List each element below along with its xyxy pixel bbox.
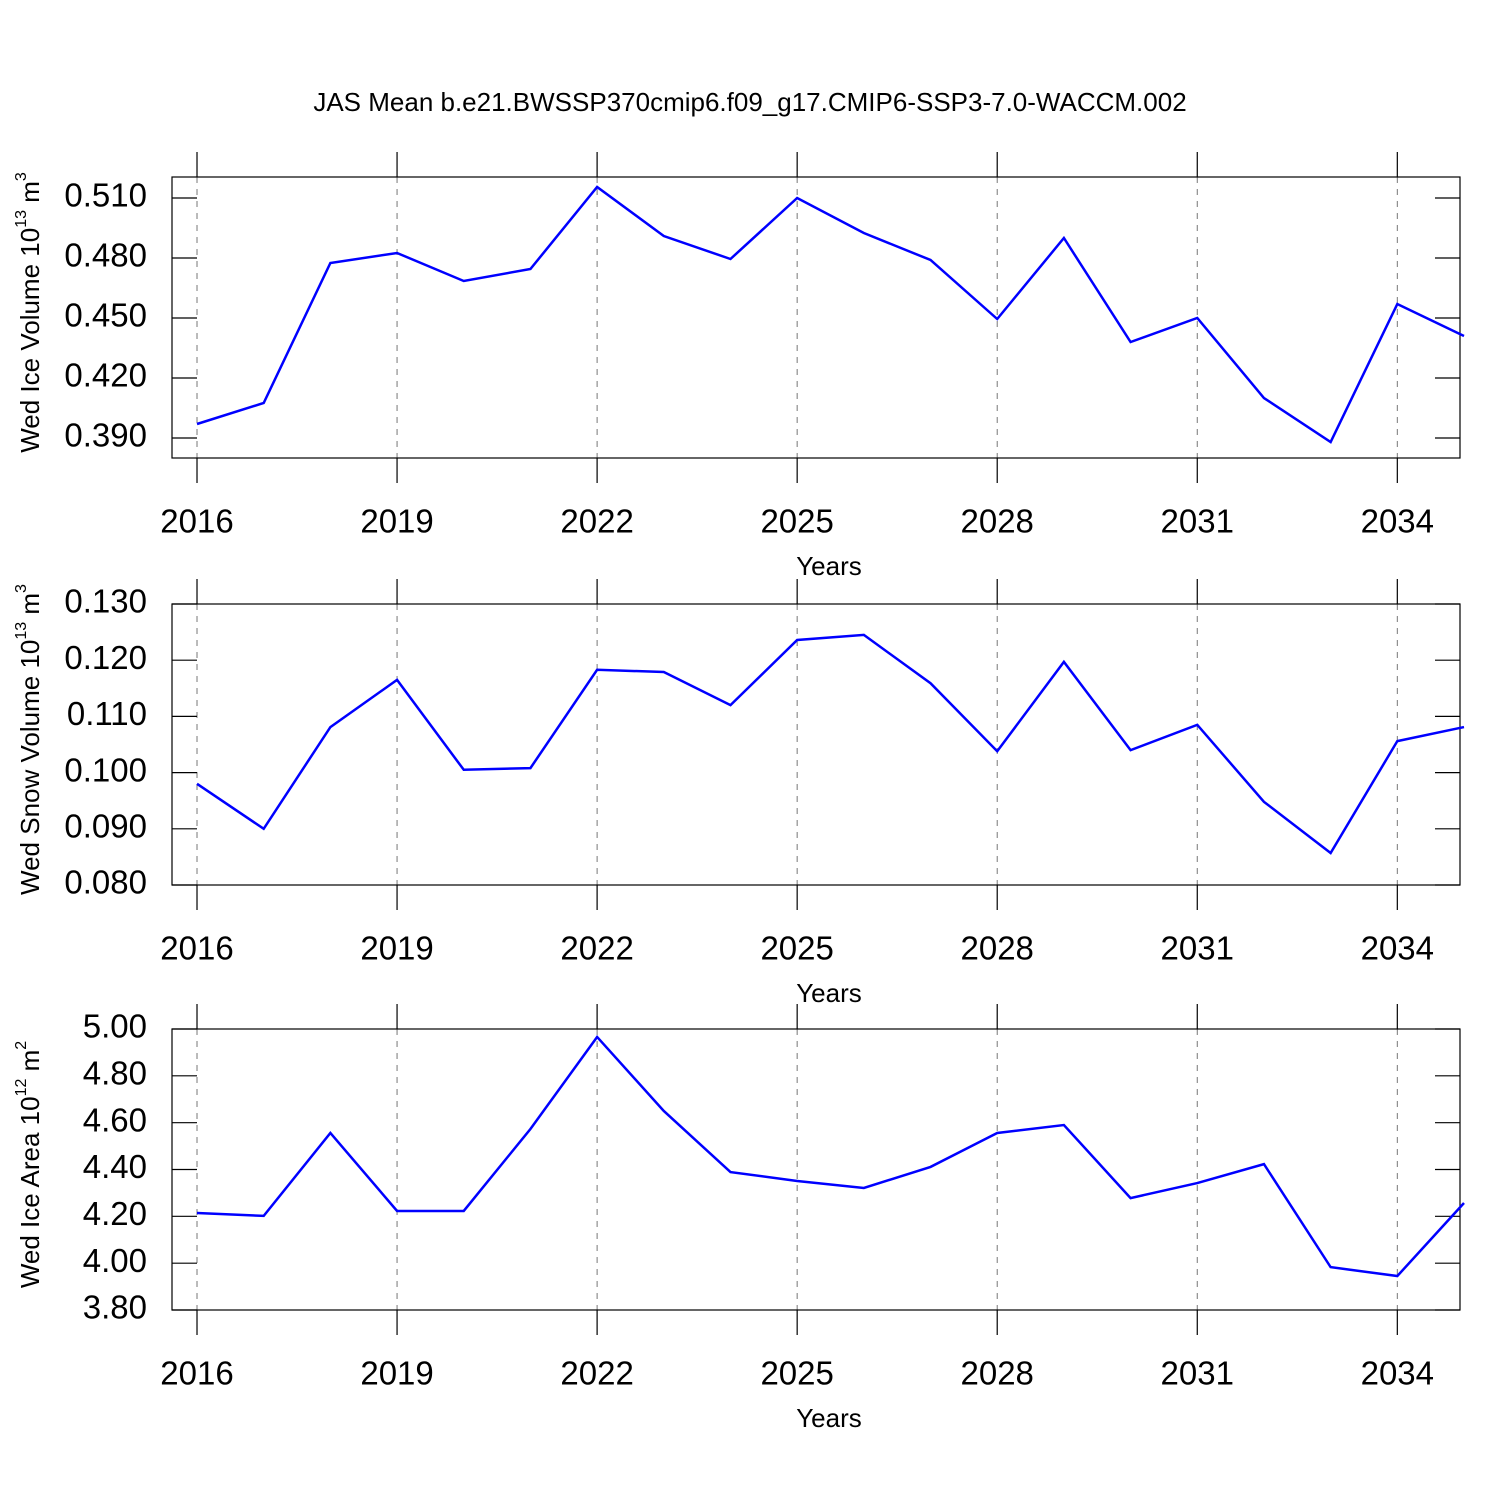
y-axis-label-superscript: 3 [13,584,30,593]
x-tick-label: 2034 [1361,503,1434,540]
y-tick-label: 4.20 [83,1195,147,1232]
y-axis-label-part: m [15,181,45,210]
y-axis-label-superscript: 12 [13,1079,30,1097]
x-tick-label: 2022 [560,930,633,967]
x-axis-label: Years [796,978,862,1008]
x-tick-label: 2034 [1361,1355,1434,1392]
data-line [196,1034,1465,1278]
y-axis-label-superscript: 2 [13,1041,30,1050]
y-axis-label-part: Wed Ice Area 10 [15,1096,45,1288]
plot-frame [171,1028,1461,1311]
y-tick-label: 0.090 [64,808,147,845]
x-tick-label: 2025 [760,503,833,540]
x-tick-label: 2031 [1161,503,1234,540]
x-tick-label: 2031 [1161,1355,1234,1392]
y-axis-label-part: Wed Snow Volume 10 [15,640,45,895]
y-tick-label: 0.130 [64,583,147,620]
x-tick-label: 2016 [160,1355,233,1392]
plot-frame [171,176,1461,459]
x-tick-label: 2019 [360,503,433,540]
x-tick-label: 2028 [961,1355,1034,1392]
x-tick-label: 2025 [760,1355,833,1392]
x-tick-label: 2028 [961,503,1034,540]
figure-title: JAS Mean b.e21.BWSSP370cmip6.f09_g17.CMI… [313,87,1186,117]
y-tick-label: 0.080 [64,864,147,901]
y-tick-label: 4.60 [83,1101,147,1138]
x-tick-label: 2016 [160,503,233,540]
y-tick-label: 0.100 [64,751,147,788]
y-tick-label: 4.40 [83,1148,147,1185]
data-line [196,633,1465,855]
x-tick-label: 2025 [760,930,833,967]
y-axis-label: Wed Snow Volume 1013 m3 [13,584,45,895]
y-tick-label: 0.450 [64,297,147,334]
x-tick-label: 2034 [1361,930,1434,967]
x-axis-label: Years [796,1403,862,1433]
y-axis-label-superscript: 13 [13,622,30,640]
x-tick-label: 2016 [160,930,233,967]
data-line [196,185,1465,444]
y-axis-label: Wed Ice Area 1012 m2 [13,1041,45,1288]
x-tick-label: 2028 [961,930,1034,967]
y-tick-label: 0.390 [64,417,147,454]
x-tick-label: 2019 [360,1355,433,1392]
y-axis-label-part: m [15,1050,45,1079]
x-tick-label: 2019 [360,930,433,967]
y-axis-label-part: m [15,593,45,622]
x-tick-label: 2022 [560,503,633,540]
y-tick-label: 0.480 [64,237,147,274]
y-tick-label: 0.420 [64,357,147,394]
y-tick-label: 4.80 [83,1055,147,1092]
y-tick-label: 3.80 [83,1289,147,1326]
y-tick-label: 0.110 [67,695,147,732]
y-tick-label: 4.00 [83,1242,147,1279]
y-tick-label: 0.120 [64,639,147,676]
x-tick-label: 2031 [1161,930,1234,967]
y-axis-label-superscript: 3 [13,172,30,181]
x-tick-label: 2022 [560,1355,633,1392]
x-axis-label: Years [796,551,862,581]
y-axis-label-part: Wed Ice Volume 10 [15,228,45,453]
plot-frame [171,603,1461,886]
y-axis-label: Wed Ice Volume 1013 m3 [13,172,45,453]
y-tick-label: 0.510 [64,177,147,214]
y-tick-label: 5.00 [83,1008,147,1045]
y-axis-label-superscript: 13 [13,210,30,228]
